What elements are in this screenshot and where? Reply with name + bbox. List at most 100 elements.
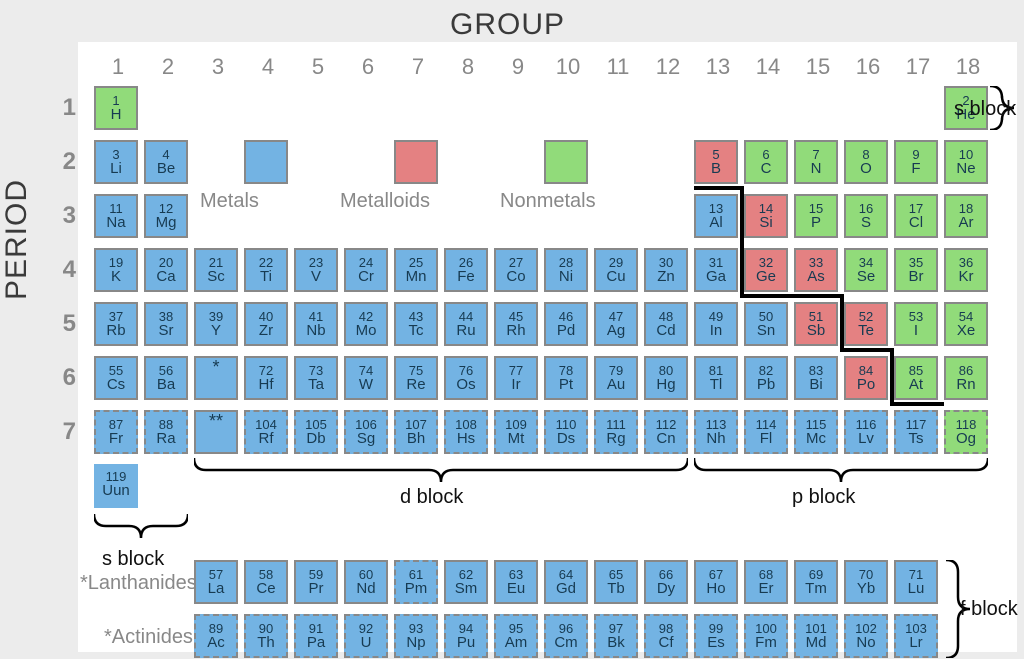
legend-swatch	[244, 140, 288, 184]
period-number: 3	[52, 202, 76, 230]
group-number: 4	[244, 54, 292, 80]
element-cell: 109Mt	[494, 410, 538, 454]
element-cell: 8O	[844, 140, 888, 184]
element-cell: 48Cd	[644, 302, 688, 346]
element-cell: 59Pr	[294, 560, 338, 604]
element-cell: 57La	[194, 560, 238, 604]
element-cell: 88Ra	[144, 410, 188, 454]
element-cell: 20Ca	[144, 248, 188, 292]
element-cell: 96Cm	[544, 614, 588, 658]
group-number: 11	[594, 54, 642, 80]
group-number: 10	[544, 54, 592, 80]
element-cell: 104Rf	[244, 410, 288, 454]
element-cell: 9F	[894, 140, 938, 184]
element-cell: 3Li	[94, 140, 138, 184]
element-cell: 42Mo	[344, 302, 388, 346]
element-cell: 58Ce	[244, 560, 288, 604]
element-cell: 41Nb	[294, 302, 338, 346]
staircase-segment	[740, 186, 744, 298]
element-cell: 1H	[94, 86, 138, 130]
period-number: 6	[52, 364, 76, 392]
element-cell: 105Db	[294, 410, 338, 454]
element-cell: 27Co	[494, 248, 538, 292]
element-cell: 34Se	[844, 248, 888, 292]
element-cell: 75Re	[394, 356, 438, 400]
legend-label: Metals	[200, 190, 259, 213]
element-cell: 36Kr	[944, 248, 988, 292]
staircase-segment	[840, 294, 844, 352]
element-cell: 49In	[694, 302, 738, 346]
element-cell: 103Lr	[894, 614, 938, 658]
element-cell: 11Na	[94, 194, 138, 238]
element-cell: 115Mc	[794, 410, 838, 454]
element-cell: 73Ta	[294, 356, 338, 400]
staircase-segment	[840, 348, 894, 352]
group-number: 5	[294, 54, 342, 80]
group-number: 14	[744, 54, 792, 80]
element-cell: 50Sn	[744, 302, 788, 346]
element-cell: 45Rh	[494, 302, 538, 346]
element-cell: 114Fl	[744, 410, 788, 454]
legend-swatch	[544, 140, 588, 184]
element-cell: *	[194, 356, 238, 400]
element-cell: 101Md	[794, 614, 838, 658]
group-number: 16	[844, 54, 892, 80]
element-cell: 69Tm	[794, 560, 838, 604]
group-number: 12	[644, 54, 692, 80]
staircase-segment	[890, 402, 944, 406]
group-number: 7	[394, 54, 442, 80]
group-number: 15	[794, 54, 842, 80]
element-cell: 6C	[744, 140, 788, 184]
period-number: 7	[52, 418, 76, 446]
element-cell: 108Hs	[444, 410, 488, 454]
lanthanides-label: *Lanthanides	[80, 572, 197, 595]
element-cell: 15P	[794, 194, 838, 238]
element-cell: 62Sm	[444, 560, 488, 604]
element-cell: 17Cl	[894, 194, 938, 238]
element-cell: 37Rb	[94, 302, 138, 346]
element-cell: 39Y	[194, 302, 238, 346]
period-axis-label: PERIOD	[0, 179, 34, 300]
element-cell: 46Pd	[544, 302, 588, 346]
p-block-label: p block	[792, 486, 855, 509]
element-cell: 65Tb	[594, 560, 638, 604]
element-cell: 5B	[694, 140, 738, 184]
element-cell: 86Rn	[944, 356, 988, 400]
group-number: 9	[494, 54, 542, 80]
element-cell: 71Lu	[894, 560, 938, 604]
s-block-top-label: s block	[954, 98, 1016, 121]
group-number: 17	[894, 54, 942, 80]
element-cell: 38Sr	[144, 302, 188, 346]
element-cell: 12Mg	[144, 194, 188, 238]
f-block-label: f block	[960, 598, 1018, 621]
actinides-label: *Actinides	[104, 626, 193, 649]
element-cell: 60Nd	[344, 560, 388, 604]
d-block-label: d block	[400, 486, 463, 509]
element-cell: 26Fe	[444, 248, 488, 292]
element-cell: 68Er	[744, 560, 788, 604]
element-cell: 95Am	[494, 614, 538, 658]
element-cell: 56Ba	[144, 356, 188, 400]
element-cell: 24Cr	[344, 248, 388, 292]
s-block-bottom-label: s block	[102, 548, 164, 571]
element-cell: 117Ts	[894, 410, 938, 454]
element-cell: 21Sc	[194, 248, 238, 292]
staircase-segment	[694, 186, 744, 190]
element-cell: 72Hf	[244, 356, 288, 400]
element-cell: 19K	[94, 248, 138, 292]
element-cell: 106Sg	[344, 410, 388, 454]
group-number: 2	[144, 54, 192, 80]
element-cell: 53I	[894, 302, 938, 346]
element-cell: 113Nh	[694, 410, 738, 454]
element-cell: 92U	[344, 614, 388, 658]
element-cell: 28Ni	[544, 248, 588, 292]
element-cell: 82Pb	[744, 356, 788, 400]
element-cell: 25Mn	[394, 248, 438, 292]
element-cell: 55Cs	[94, 356, 138, 400]
element-cell: 99Es	[694, 614, 738, 658]
group-number: 8	[444, 54, 492, 80]
element-cell: 84Po	[844, 356, 888, 400]
group-number: 3	[194, 54, 242, 80]
element-cell: 32Ge	[744, 248, 788, 292]
legend-label: Metalloids	[340, 190, 430, 213]
